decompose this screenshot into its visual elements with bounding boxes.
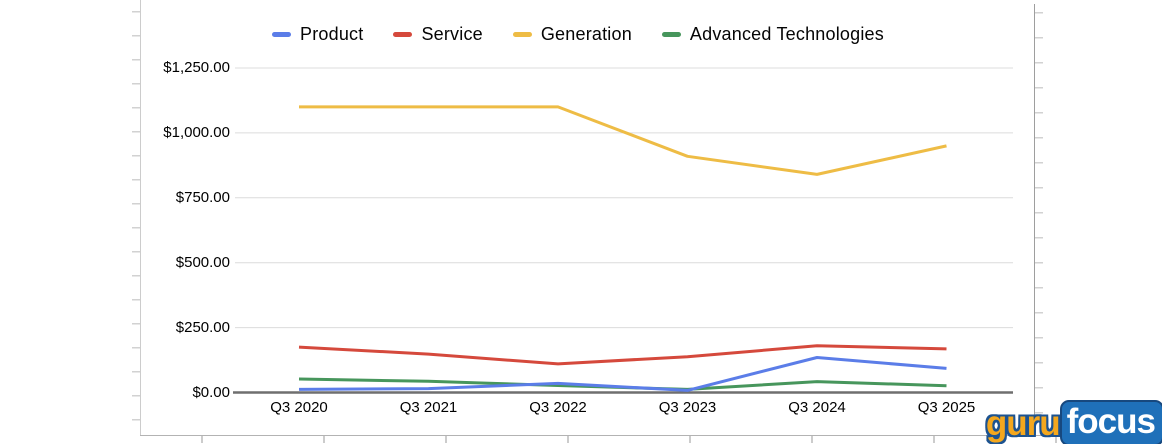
y-axis-tick-label: $500.00 (175, 253, 230, 271)
legend-label: Service (421, 24, 483, 44)
series-line-service (298, 344, 947, 366)
y-axis-tick-label: $1,000.00 (163, 123, 230, 141)
gurufocus-logo[interactable]: guru focus (984, 400, 1162, 444)
legend-label: Product (300, 24, 364, 44)
x-axis-tick-label: Q3 2024 (788, 399, 846, 416)
legend-item-product[interactable]: Product (272, 24, 363, 45)
y-axis-tick-label: $250.00 (175, 318, 230, 336)
generation-series-swatch-icon (512, 32, 532, 37)
product-series-swatch-icon (272, 32, 291, 37)
legend-item-advanced-technologies[interactable]: Advanced Technologies (661, 24, 884, 45)
left-ruler (132, 0, 141, 435)
series-line-generation (299, 105, 947, 176)
x-axis-tick-label: Q3 2025 (917, 399, 976, 416)
legend-label: Advanced Technologies (689, 24, 884, 44)
gurufocus-logo-guru: guru (985, 403, 1061, 443)
x-axis-tick-label: Q3 2021 (399, 399, 458, 416)
bottom-ruler (140, 435, 1162, 443)
chart-legend: Product Service Generation Advanced Tech… (272, 24, 884, 45)
y-axis-tick-label: $1,250.00 (163, 59, 230, 76)
gurufocus-logo-focus: focus (1059, 400, 1162, 444)
legend-label: Generation (540, 24, 632, 44)
x-axis-tick-label: Q3 2022 (529, 399, 587, 416)
series-line-product (298, 356, 947, 392)
service-series-swatch-icon (393, 32, 413, 37)
legend-item-service[interactable]: Service (393, 24, 483, 45)
right-ruler (1034, 4, 1043, 435)
advanced-technologies-series-swatch-icon (661, 32, 681, 37)
y-axis-tick-label: $0.00 (192, 383, 230, 401)
x-axis-tick-label: Q3 2023 (658, 399, 717, 416)
y-axis-tick-label: $750.00 (175, 188, 230, 206)
x-axis-tick-label: Q3 2020 (270, 399, 328, 416)
legend-item-generation[interactable]: Generation (512, 24, 632, 45)
